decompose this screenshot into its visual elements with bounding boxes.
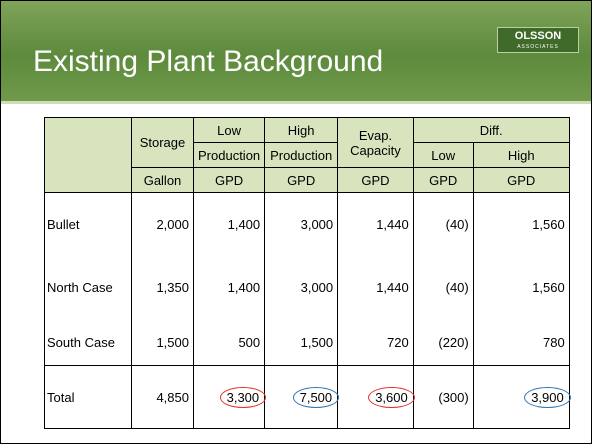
table-cell: 3,000 <box>264 256 339 319</box>
header-cell <box>44 117 132 193</box>
logo-subtext: ASSOCIATES <box>517 44 559 50</box>
header-cell: Evap. Capacity <box>337 117 414 168</box>
table-row: North Case 1,350 1,400 3,000 1,440 (40) 1,560 <box>44 256 570 319</box>
table-cell: 1,440 <box>337 256 414 319</box>
header-cell: Diff. <box>412 117 570 143</box>
header-cell: Production <box>264 142 339 168</box>
table-cell: 3,600 <box>337 365 415 429</box>
header-band <box>1 1 591 104</box>
table-cell: South Case <box>44 319 132 366</box>
logo: OLSSON ASSOCIATES <box>497 27 579 53</box>
table-cell: 1,400 <box>192 192 266 256</box>
table-cell: 3,000 <box>264 192 339 256</box>
table-body: Bullet 2,000 1,400 3,000 1,440 (40) 1,560 North… <box>44 192 571 429</box>
table-cell: Bullet <box>44 192 132 256</box>
table-cell: 1,500 <box>264 319 339 366</box>
table-cell: 7,500 <box>264 365 340 429</box>
table-row: South Case 1,500 500 1,500 720 (220) 780 <box>44 319 570 366</box>
header-cell: Low <box>192 117 266 143</box>
table-cell: 500 <box>192 319 266 366</box>
highlight-oval: 3,900 <box>524 386 571 408</box>
data-table: Storage Low High Evap. Capacity Diff. Pr… <box>44 117 571 429</box>
table-cell: Total <box>44 365 132 429</box>
table-cell: 3,300 <box>192 365 267 429</box>
logo-text: OLSSON <box>514 30 562 42</box>
table-cell: 3,900 <box>472 365 571 429</box>
table-cell: (40) <box>412 192 474 256</box>
header-cell: GPD <box>412 167 474 193</box>
table-cell: North Case <box>44 256 132 319</box>
header-cell: High <box>264 117 339 143</box>
header-cell: Storage <box>131 117 194 168</box>
highlight-oval: 7,500 <box>292 386 340 408</box>
table-row: Total 4,850 3,300 7,500 3,600 (300) 3,900 <box>44 365 571 429</box>
table-cell: 4,850 <box>131 365 194 429</box>
table-cell: 1,350 <box>131 256 194 319</box>
table-cell: (220) <box>412 319 474 366</box>
table-cell: (300) <box>412 365 474 429</box>
header-cell: GPD <box>337 167 414 193</box>
highlight-oval: 3,300 <box>219 386 267 408</box>
table-cell: 1,400 <box>192 256 266 319</box>
table-cell: 2,000 <box>131 192 194 256</box>
table-cell: 1,500 <box>131 319 194 366</box>
table-cell: 1,560 <box>472 256 570 319</box>
highlight-oval: 3,600 <box>368 386 415 408</box>
header-cell: High <box>472 142 570 168</box>
header-cell: GPD <box>264 167 339 193</box>
table-cell: 1,560 <box>472 192 570 256</box>
header-cell: GPD <box>192 167 266 193</box>
slide-title: Existing Plant Background <box>33 45 384 78</box>
header-cell: Low <box>412 142 474 168</box>
header-cell: GPD <box>472 167 570 193</box>
table-cell: 720 <box>337 319 414 366</box>
table-cell: (40) <box>412 256 474 319</box>
table-row: Bullet 2,000 1,400 3,000 1,440 (40) 1,560 <box>44 192 570 256</box>
table-cell: 1,440 <box>337 192 414 256</box>
header-cell: Gallon <box>131 167 194 193</box>
table-cell: 780 <box>472 319 570 366</box>
header-cell: Production <box>192 142 266 168</box>
